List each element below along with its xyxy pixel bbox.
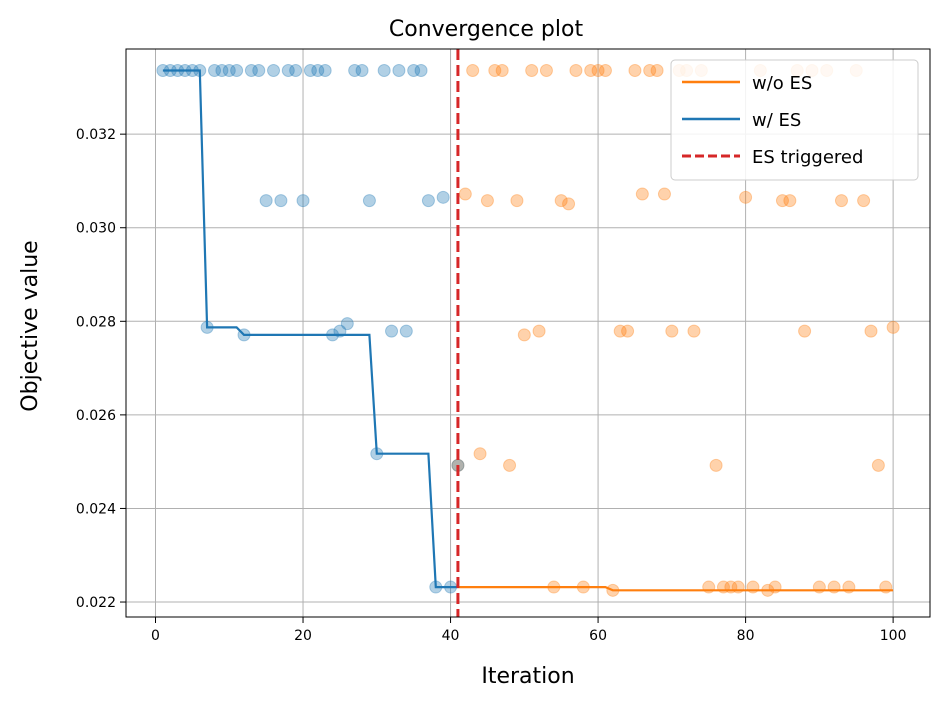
point-with-es: [355, 64, 369, 78]
point-without-es: [886, 320, 900, 334]
legend: w/o ES w/ ES ES triggered: [670, 59, 919, 181]
legend-label: w/o ES: [752, 73, 812, 94]
point-without-es: [510, 194, 524, 208]
y-tick-label: 0.024: [76, 501, 116, 517]
legend-label: ES triggered: [752, 147, 863, 168]
point-with-es: [296, 194, 310, 208]
point-with-es: [377, 64, 391, 78]
x-tick-label: 20: [294, 628, 312, 644]
point-without-es: [525, 64, 539, 78]
y-tick-label: 0.022: [76, 595, 116, 611]
point-without-es: [665, 324, 679, 338]
point-with-es: [399, 324, 413, 338]
point-without-es: [635, 187, 649, 201]
point-with-es: [421, 194, 435, 208]
point-without-es: [739, 190, 753, 204]
y-tick-label: 0.030: [76, 221, 116, 237]
point-without-es: [466, 64, 480, 78]
point-with-es: [230, 64, 244, 78]
point-without-es: [650, 64, 664, 78]
point-with-es: [348, 64, 362, 78]
x-axis-label: Iteration: [481, 664, 574, 689]
point-with-es: [244, 64, 258, 78]
point-with-es: [436, 190, 450, 204]
point-with-es: [362, 194, 376, 208]
point-without-es: [687, 324, 701, 338]
point-without-es: [495, 64, 509, 78]
point-without-es: [473, 447, 487, 461]
legend-box: [670, 59, 919, 181]
point-with-es: [318, 64, 332, 78]
point-without-es: [562, 197, 576, 211]
point-without-es: [584, 64, 598, 78]
point-without-es: [864, 324, 878, 338]
point-without-es: [775, 194, 789, 208]
y-tick-label: 0.026: [76, 408, 116, 424]
point-without-es: [628, 64, 642, 78]
point-with-es: [311, 64, 325, 78]
point-with-es: [267, 64, 281, 78]
point-without-es: [783, 194, 797, 208]
point-with-es: [222, 64, 236, 78]
point-with-es: [414, 64, 428, 78]
point-without-es: [591, 64, 605, 78]
point-without-es: [657, 187, 671, 201]
x-tick-label: 60: [589, 628, 607, 644]
point-without-es: [857, 194, 871, 208]
point-without-es: [798, 324, 812, 338]
y-tick-label: 0.032: [76, 127, 116, 143]
point-with-es: [215, 64, 229, 78]
series-lines: [162, 49, 894, 617]
point-with-es: [340, 317, 354, 331]
series-line-with-es: [162, 69, 458, 589]
point-without-es: [598, 64, 612, 78]
series-line-without-es: [457, 585, 894, 592]
point-with-es: [407, 64, 421, 78]
x-tick-label: 100: [880, 628, 907, 644]
point-without-es: [458, 187, 472, 201]
point-with-es: [252, 64, 266, 78]
x-tick-label: 0: [151, 628, 160, 644]
point-with-es: [392, 64, 406, 78]
point-without-es: [613, 324, 627, 338]
point-without-es: [480, 194, 494, 208]
x-tick-label: 40: [442, 628, 460, 644]
point-with-es: [281, 64, 295, 78]
x-tick-label: 80: [737, 628, 755, 644]
grid: [126, 49, 930, 617]
point-without-es: [488, 64, 502, 78]
point-with-es: [274, 194, 288, 208]
point-without-es: [503, 458, 517, 472]
point-without-es: [871, 458, 885, 472]
legend-label: w/ ES: [752, 110, 801, 131]
point-with-es: [303, 64, 317, 78]
y-tick-label: 0.028: [76, 314, 116, 330]
y-axis-label: Objective value: [18, 240, 43, 411]
point-without-es: [539, 64, 553, 78]
point-without-es: [532, 324, 546, 338]
point-without-es: [517, 328, 531, 342]
point-without-es: [569, 64, 583, 78]
point-with-es: [289, 64, 303, 78]
point-without-es: [643, 64, 657, 78]
point-without-es: [621, 324, 635, 338]
point-without-es: [554, 194, 568, 208]
plot-frame: [125, 48, 931, 618]
chart-title: Convergence plot: [389, 17, 584, 42]
point-with-es: [208, 64, 222, 78]
axis-ticks: 0 20 40 60 80 100 0.022 0.024 0.026 0.028 0.030 0.0…: [76, 127, 907, 644]
point-with-es: [259, 194, 273, 208]
point-without-es: [709, 458, 723, 472]
point-with-es: [385, 324, 399, 338]
point-without-es: [834, 194, 848, 208]
